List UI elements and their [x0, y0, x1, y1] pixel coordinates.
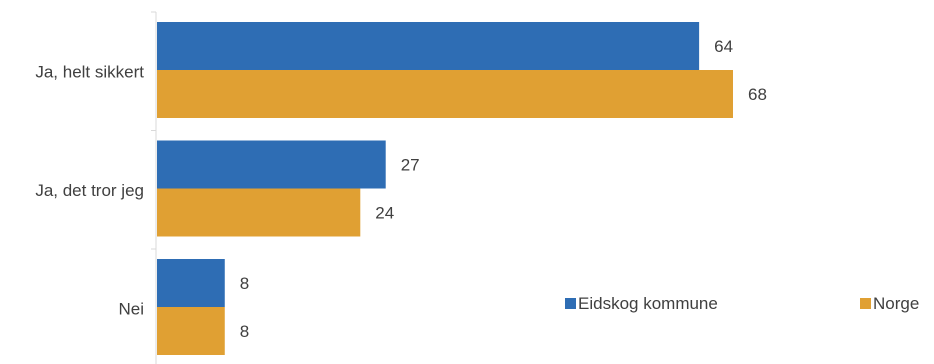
data-label: 8 [240, 322, 249, 341]
bar [157, 140, 386, 189]
bar [157, 307, 225, 355]
axis-layer [151, 11, 157, 364]
bar [157, 259, 225, 307]
data-label: 64 [714, 37, 733, 56]
bar [157, 70, 733, 118]
labels-layer: Ja, helt sikkert 64 68 Ja, det tror jeg 27 24… [35, 37, 767, 341]
legend: Eidskog kommune Norge [565, 294, 919, 313]
legend-swatch [860, 298, 871, 309]
category-label: Ja, det tror jeg [35, 181, 144, 200]
legend-swatch [565, 298, 576, 309]
category-label: Ja, helt sikkert [35, 62, 144, 81]
data-label: 68 [748, 85, 767, 104]
bar [157, 22, 700, 70]
legend-label: Eidskog kommune [578, 294, 718, 313]
category-label: Nei [118, 299, 144, 318]
bar [157, 188, 361, 237]
data-label: 24 [375, 204, 394, 223]
data-label: 8 [240, 274, 249, 293]
legend-label: Norge [873, 294, 919, 313]
bars-layer [157, 22, 733, 355]
data-label: 27 [401, 156, 420, 175]
